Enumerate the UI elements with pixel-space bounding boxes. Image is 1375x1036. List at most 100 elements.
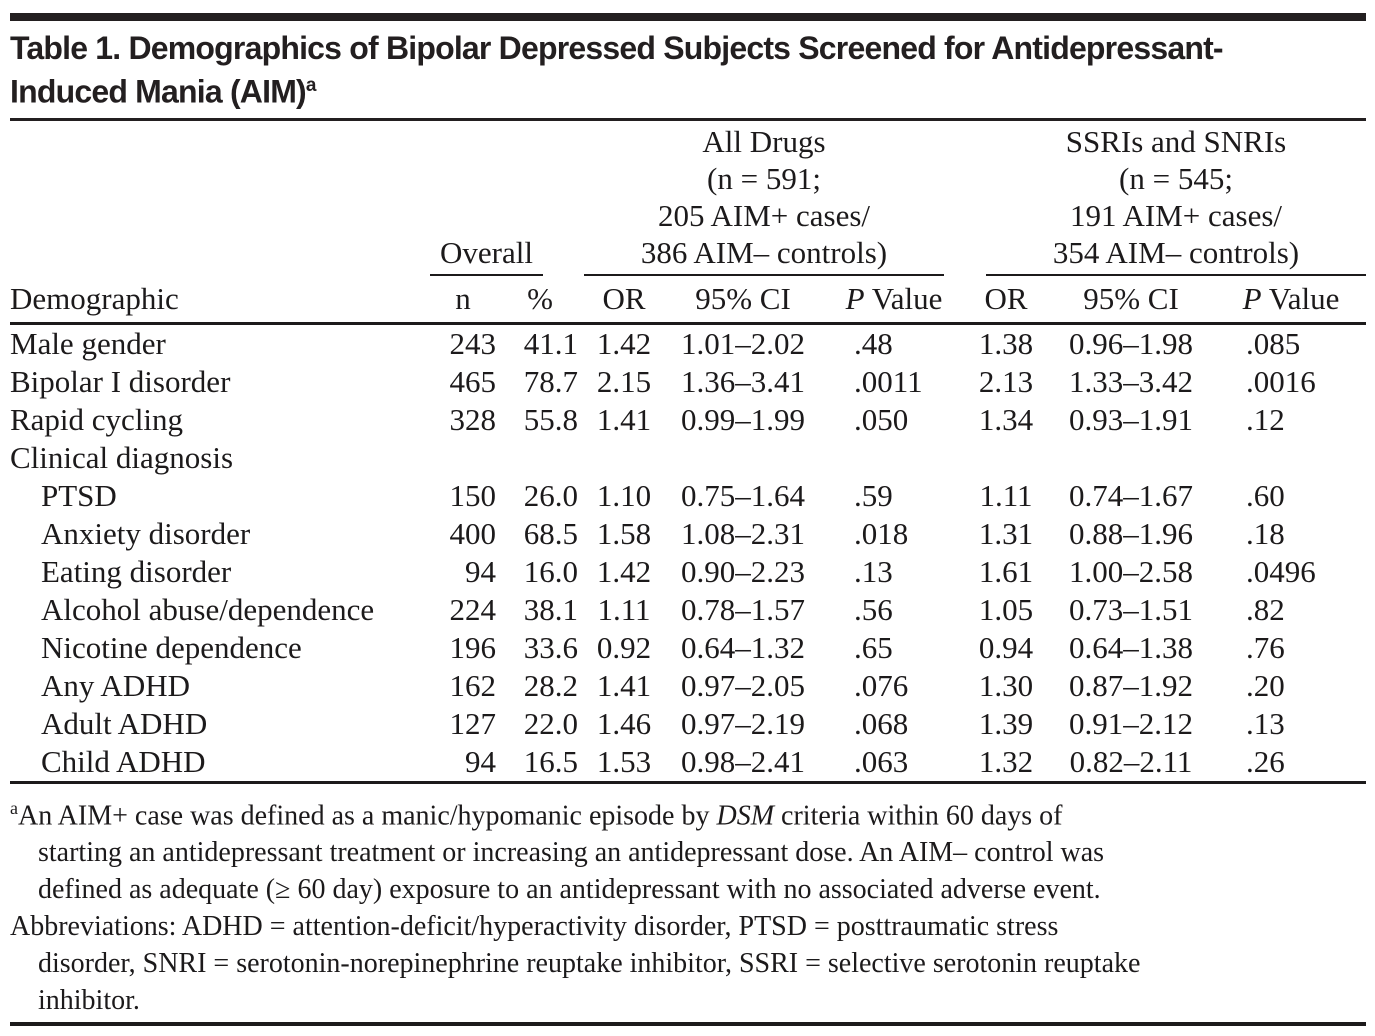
cell-ci-alldrugs: 0.90–2.23	[681, 554, 805, 590]
spanner-empty-cell	[10, 123, 430, 276]
spanner-all-drugs-line3: 205 AIM+ cases/	[657, 197, 871, 233]
footnote-a-marker: a	[10, 798, 18, 819]
cell-p-ssri: .13	[1246, 706, 1285, 742]
table-row-any-adhd: Any ADHD 162 28.2 1.41 0.97–2.05 .076 1.…	[10, 667, 1366, 705]
cell-p-alldrugs	[822, 439, 966, 477]
cell-p-ssri: .0496	[1246, 554, 1316, 590]
cell-ci-ssri: 1.00–2.58	[1069, 554, 1193, 590]
cell-ci-alldrugs: 1.01–2.02	[681, 326, 805, 362]
abbreviations-line1: Abbreviations: ADHD = attention-deficit/…	[10, 911, 1059, 943]
column-header-demographic: Demographic	[10, 275, 430, 326]
cell-n: 94	[465, 744, 496, 780]
abbreviations-line3: inhibitor.	[38, 985, 140, 1017]
cell-pct: 16.0	[523, 554, 578, 590]
cell-p-ssri: .0016	[1246, 364, 1316, 400]
spanner-all-drugs-cell: All Drugs (n = 591; 205 AIM+ cases/ 386 …	[584, 123, 966, 276]
cell-demographic: PTSD	[41, 478, 117, 514]
cell-n: 328	[449, 402, 497, 438]
table-row-male-gender: Male gender 243 41.1 1.42 1.01–2.02 .48 …	[10, 324, 1366, 364]
table-title: Table 1. Demographics of Bipolar Depress…	[10, 29, 1366, 111]
cell-pct: 16.5	[523, 744, 578, 780]
cell-p-alldrugs: .56	[854, 592, 893, 628]
footnote-a-text-cont: criteria within 60 days of	[774, 800, 1063, 832]
spanner-all-drugs: All Drugs (n = 591; 205 AIM+ cases/ 386 …	[584, 123, 944, 276]
cell-pct: 33.6	[523, 630, 578, 666]
table-row-alcohol-abuse: Alcohol abuse/dependence 224 38.1 1.11 0…	[10, 591, 1366, 629]
cell-n: 162	[449, 668, 497, 704]
column-header-ci-alldrugs: 95% CI	[664, 275, 822, 326]
cell-p-ssri: .26	[1246, 744, 1285, 780]
cell-demographic: Anxiety disorder	[41, 516, 251, 552]
column-header-pct: %	[502, 275, 584, 326]
cell-or-ssri: 2.13	[978, 364, 1034, 400]
spanner-overall-cell: Overall	[430, 123, 584, 276]
cell-demographic: Any ADHD	[41, 668, 190, 704]
cell-or-ssri	[966, 439, 1046, 477]
demographics-table: Overall All Drugs (n = 591; 205 AIM+ cas…	[10, 123, 1367, 782]
cell-or-alldrugs: 1.42	[596, 554, 652, 590]
cell-n: 243	[449, 326, 497, 362]
cell-n: 150	[449, 478, 497, 514]
cell-p-alldrugs: .050	[854, 402, 909, 438]
footnote-a-line2: starting an antidepressant treatment or …	[38, 837, 1105, 869]
cell-ci-alldrugs: 0.78–1.57	[681, 592, 805, 628]
spanner-overall: Overall	[430, 234, 543, 276]
cell-demographic: Child ADHD	[41, 744, 206, 780]
cell-p-alldrugs: .018	[854, 516, 909, 552]
cell-ci-alldrugs: 0.75–1.64	[681, 478, 805, 514]
cell-or-ssri: 1.39	[978, 706, 1034, 742]
cell-or-ssri: 1.05	[978, 592, 1034, 628]
table-body: Male gender 243 41.1 1.42 1.01–2.02 .48 …	[10, 324, 1366, 782]
value-label: Value	[1261, 281, 1340, 317]
spanner-all-drugs-line2: (n = 591;	[707, 160, 821, 196]
table-row-clinical-diagnosis: Clinical diagnosis	[10, 439, 1366, 477]
spanner-ssri-snri-line2: (n = 545;	[1119, 160, 1233, 196]
cell-or-alldrugs: 1.58	[596, 516, 652, 552]
cell-demographic: Adult ADHD	[41, 706, 208, 742]
footnote-a-text: An AIM+ case was defined as a manic/hypo…	[18, 800, 717, 832]
cell-or-ssri: 1.61	[978, 554, 1034, 590]
cell-demographic: Nicotine dependence	[41, 630, 302, 666]
p-italic: P	[845, 281, 865, 317]
column-header-pvalue-alldrugs: P Value	[822, 275, 966, 326]
column-header-pvalue-ssri: P Value	[1216, 275, 1367, 326]
title-divider-rule	[10, 117, 1366, 121]
table-row-child-adhd: Child ADHD 94 16.5 1.53 0.98–2.41 .063 1…	[10, 743, 1366, 781]
table-row-anxiety-disorder: Anxiety disorder 400 68.5 1.58 1.08–2.31…	[10, 515, 1366, 553]
dsm-italic: DSM	[716, 800, 775, 832]
cell-pct: 55.8	[523, 402, 578, 438]
cell-or-alldrugs: 1.11	[597, 592, 651, 628]
cell-ci-alldrugs: 1.36–3.41	[681, 364, 805, 400]
cell-p-ssri: .12	[1246, 402, 1285, 438]
column-header-row: Demographic n % OR 95% CI P Value OR 95%…	[10, 275, 1367, 326]
spanner-ssri-snri-line4: 354 AIM– controls)	[1052, 234, 1300, 270]
p-italic: P	[1242, 281, 1262, 317]
cell-n: 400	[449, 516, 497, 552]
cell-demographic: Clinical diagnosis	[10, 440, 234, 476]
cell-or-ssri: 1.34	[978, 402, 1034, 438]
cell-ci-ssri: 0.93–1.91	[1069, 402, 1193, 438]
cell-p-ssri: .18	[1246, 516, 1285, 552]
cell-ci-alldrugs: 0.98–2.41	[681, 744, 805, 780]
cell-or-alldrugs: 1.53	[596, 744, 652, 780]
column-header-ci-ssri: 95% CI	[1046, 275, 1216, 326]
cell-ci-ssri: 0.91–2.12	[1069, 706, 1193, 742]
table-row-bipolar-i: Bipolar I disorder 465 78.7 2.15 1.36–3.…	[10, 363, 1366, 401]
cell-n: 94	[465, 554, 496, 590]
cell-ci-ssri	[1046, 439, 1216, 477]
spanner-all-drugs-line1: All Drugs	[702, 123, 826, 159]
cell-pct: 26.0	[523, 478, 578, 514]
cell-ci-alldrugs: 1.08–2.31	[681, 516, 805, 552]
spanner-ssri-snri-cell: SSRIs and SNRIs (n = 545; 191 AIM+ cases…	[966, 123, 1367, 276]
footnotes: aAn AIM+ case was defined as a manic/hyp…	[10, 790, 1366, 1019]
cell-or-ssri: 1.31	[978, 516, 1034, 552]
cell-pct: 68.5	[523, 516, 578, 552]
cell-pct: 22.0	[523, 706, 578, 742]
cell-demographic: Bipolar I disorder	[10, 364, 231, 400]
cell-p-alldrugs: .48	[854, 326, 893, 362]
cell-n	[430, 439, 502, 477]
cell-demographic: Eating disorder	[41, 554, 232, 590]
cell-demographic: Male gender	[10, 326, 166, 362]
cell-ci-alldrugs	[664, 439, 822, 477]
